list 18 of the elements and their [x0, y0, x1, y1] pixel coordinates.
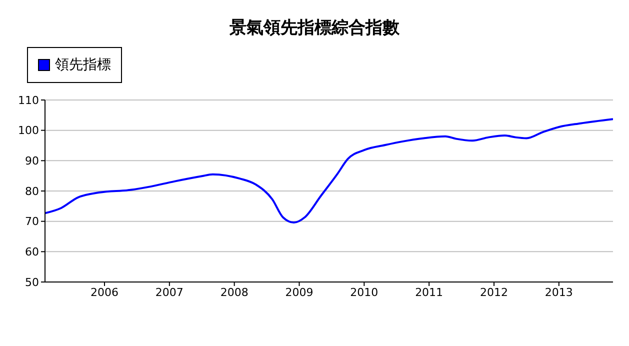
y-tick-label: 80: [25, 184, 39, 198]
x-tick-label: 2007: [155, 286, 184, 299]
line-series: [45, 118, 613, 224]
y-tick-label: 50: [25, 276, 39, 289]
x-tick-label: 2009: [285, 286, 314, 299]
y-tick-label: 90: [25, 154, 39, 168]
legend-label: 領先指標: [55, 56, 111, 74]
y-tick-label: 100: [18, 124, 39, 138]
x-tick-label: 2013: [544, 286, 573, 299]
y-tick-label: 60: [25, 246, 39, 259]
y-tick-label: 70: [25, 215, 39, 228]
x-tick-label: 2012: [480, 286, 508, 299]
x-tick-label: 2011: [415, 286, 444, 299]
x-tick-label: 2008: [220, 286, 248, 299]
x-tick-label: 2010: [350, 286, 378, 299]
x-tick-label: 2006: [90, 286, 119, 299]
chart-title: 景氣領先指標綜合指數: [228, 17, 400, 39]
y-tick-label: 110: [18, 94, 39, 107]
